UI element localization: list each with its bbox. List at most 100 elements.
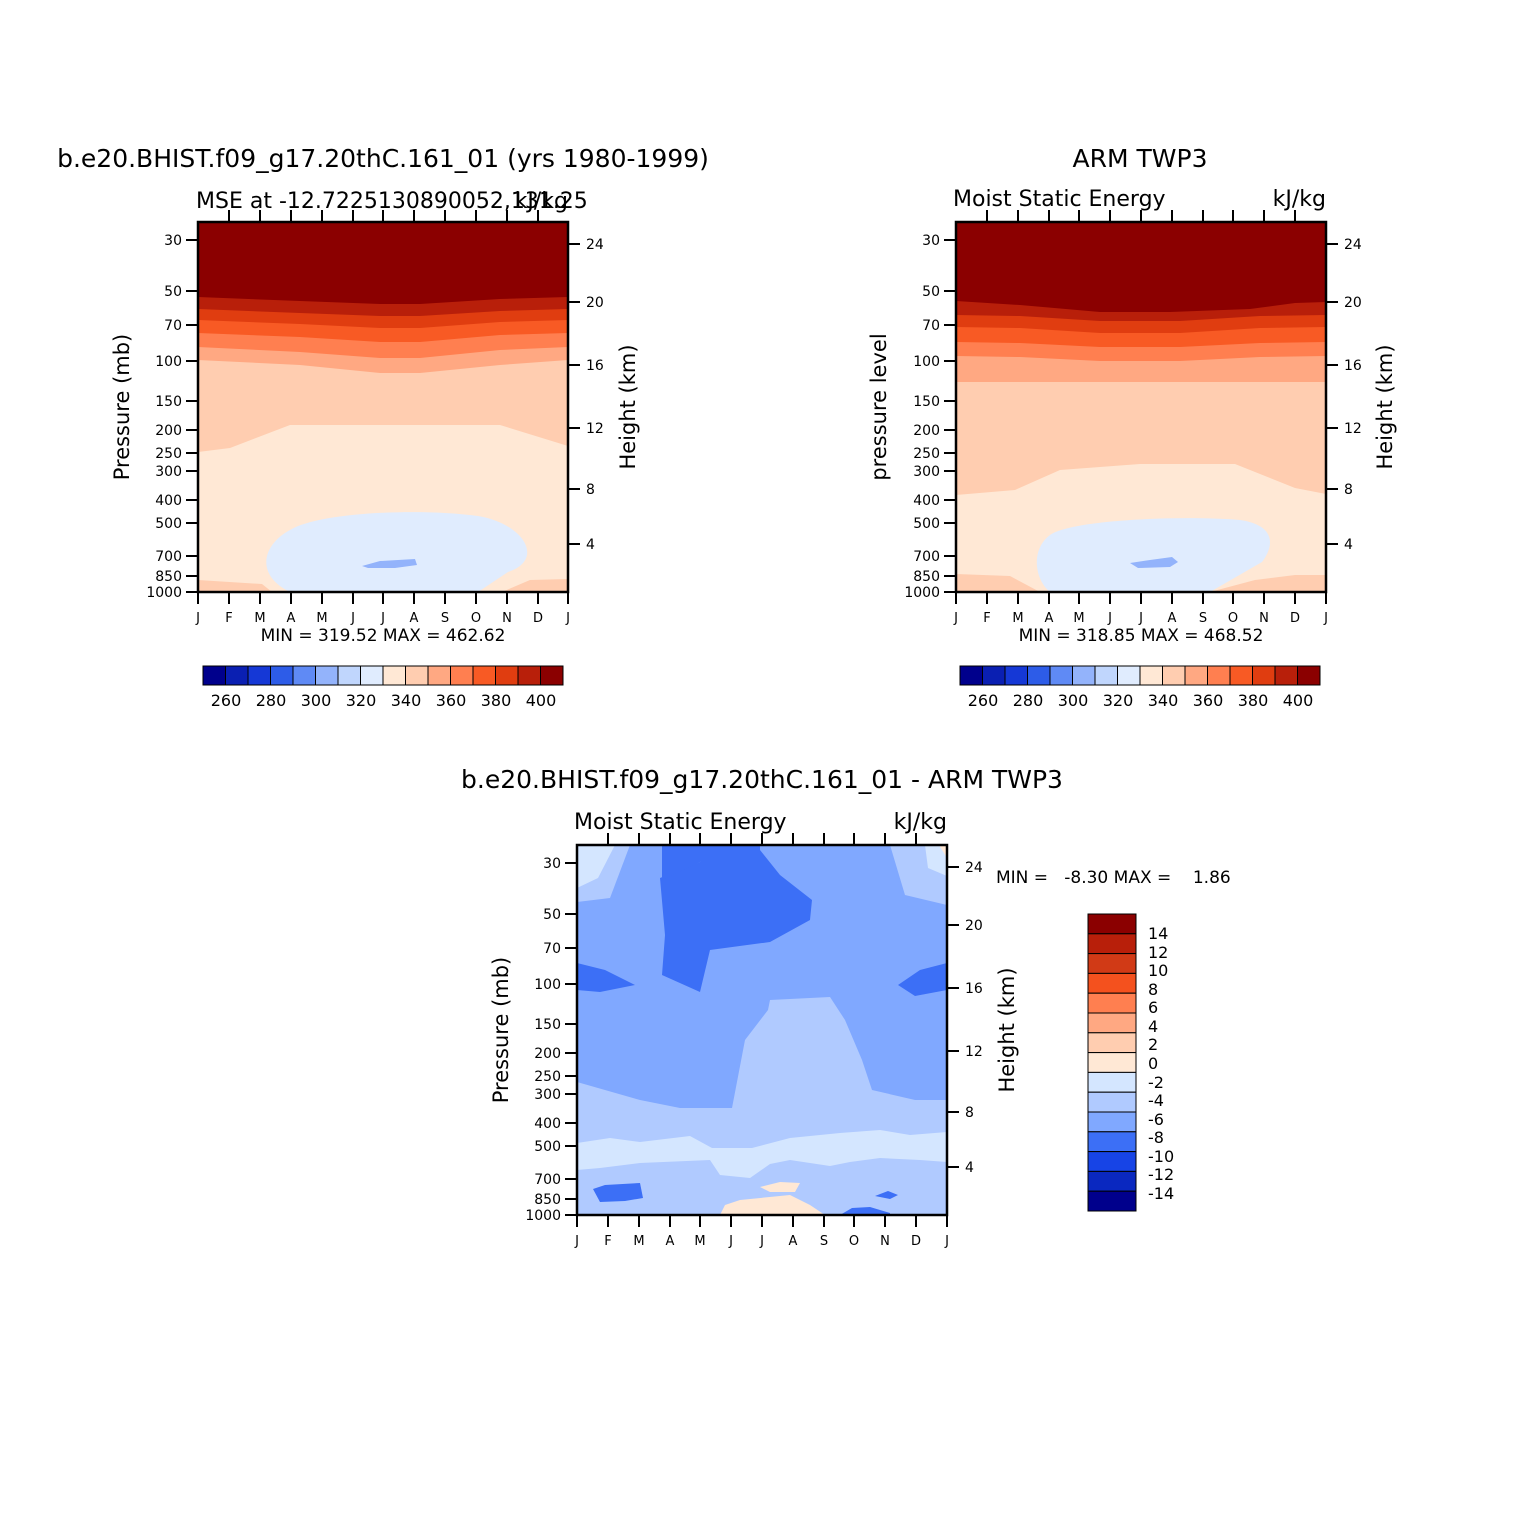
month-ticks: J F M A M J J A S O N D J (574, 833, 949, 1249)
colorbar-tick-label: 0 (1148, 1054, 1158, 1073)
colorbar-labels: 14 12 10 8 6 4 2 0 -2 -4 -6 -8 -10 -12 -… (1148, 924, 1174, 1203)
colorbar-tick-label: -14 (1148, 1184, 1174, 1203)
month-label: J (953, 611, 958, 626)
contour-field (956, 222, 1326, 592)
colorbar-swatch (1087, 1131, 1137, 1153)
panel-title: ARM TWP3 (1073, 144, 1208, 173)
colorbar-swatch (517, 665, 541, 686)
colorbar-tick-label: 300 (1058, 691, 1089, 710)
colorbar-swatch (472, 665, 496, 686)
y-tick-label: 500 (155, 516, 182, 532)
month-label: N (1259, 611, 1269, 626)
y-tick-label: 300 (534, 1087, 561, 1103)
colorbar-swatch (982, 665, 1006, 686)
colorbar-tick-label: 260 (211, 691, 242, 710)
panel-difference: b.e20.BHIST.f09_g17.20thC.161_01 - ARM T… (461, 765, 1231, 1249)
colorbar-swatch (1087, 1170, 1137, 1192)
month-label: J (944, 1234, 949, 1249)
colorbar-tick-label: 400 (1283, 691, 1314, 710)
colorbar-swatch (1139, 665, 1163, 686)
y-tick-label: 100 (155, 354, 182, 370)
y-axis-label-right: Height (km) (1373, 344, 1397, 469)
colorbar-swatch (1207, 665, 1231, 686)
colorbar-swatch (1087, 992, 1137, 1014)
y-tick-label: 200 (155, 423, 182, 439)
colorbar-tick-label: 320 (1103, 691, 1134, 710)
colorbar-tick-label: 280 (1013, 691, 1044, 710)
month-label: A (1168, 611, 1177, 626)
month-label: F (604, 1234, 611, 1249)
colorbar-labels: 260 280 300 320 340 360 380 400 (211, 691, 557, 710)
y-tick-label: 150 (155, 394, 182, 410)
colorbar-swatch (1229, 665, 1253, 686)
colorbar-swatch (1087, 1190, 1137, 1212)
colorbar-tick-label: 8 (1148, 980, 1158, 999)
y-tick-label: 200 (534, 1046, 561, 1062)
panel-right-string: kJ/kg (515, 189, 568, 214)
height-tick-label: 12 (586, 421, 604, 437)
colorbar-swatch (225, 665, 249, 686)
month-label: M (633, 1234, 644, 1249)
contour-field (198, 222, 568, 592)
colorbar-tick-label: 4 (1148, 1017, 1158, 1036)
y-tick-label: 50 (164, 284, 182, 300)
colorbar (202, 665, 564, 686)
month-label: J (574, 1234, 579, 1249)
y-tick-label: 1000 (904, 585, 940, 601)
panel-model: b.e20.BHIST.f09_g17.20thC.161_01 (yrs 19… (57, 144, 709, 710)
y-tick-label: 1000 (146, 585, 182, 601)
height-tick-label: 20 (965, 918, 983, 934)
month-label: M (1012, 611, 1023, 626)
colorbar-swatch (1087, 1012, 1137, 1034)
panel-title: b.e20.BHIST.f09_g17.20thC.161_01 - ARM T… (461, 765, 1063, 794)
colorbar-tick-label: 260 (968, 691, 999, 710)
y-axis-label: pressure level (867, 333, 891, 480)
colorbar-swatch (292, 665, 316, 686)
y-tick-label: 500 (534, 1139, 561, 1155)
month-ticks: J F M A M J J A S O N D J (953, 210, 1328, 626)
month-label: A (789, 1234, 798, 1249)
min-max-stats: MIN = 319.52 MAX = 462.62 (261, 626, 506, 646)
y-tick-label: 850 (913, 569, 940, 585)
y-tick-label: 700 (534, 1172, 561, 1188)
month-label: D (1290, 611, 1300, 626)
height-tick-label: 12 (1344, 421, 1362, 437)
y-tick-label: 100 (534, 977, 561, 993)
colorbar-tick-label: 6 (1148, 998, 1158, 1017)
month-label: J (728, 1234, 733, 1249)
month-label: O (849, 1234, 859, 1249)
height-tick-label: 24 (1344, 237, 1362, 253)
colorbar-swatch (1087, 1032, 1137, 1054)
colorbar-swatch (450, 665, 474, 686)
colorbar (959, 665, 1321, 686)
month-label: J (1138, 611, 1143, 626)
month-label: J (380, 611, 385, 626)
height-tick-label: 8 (1344, 482, 1353, 498)
colorbar-tick-label: -8 (1148, 1128, 1164, 1147)
month-label: J (759, 1234, 764, 1249)
colorbar-tick-label: 12 (1148, 943, 1168, 962)
colorbar-swatch (1094, 665, 1118, 686)
y-tick-label: 400 (155, 493, 182, 509)
colorbar-tick-label: 2 (1148, 1035, 1158, 1054)
y-tick-label: 50 (543, 907, 561, 923)
height-tick-label: 16 (965, 981, 983, 997)
y-tick-label: 70 (543, 941, 561, 957)
panel-title: b.e20.BHIST.f09_g17.20thC.161_01 (yrs 19… (57, 144, 709, 173)
colorbar-tick-label: -4 (1148, 1091, 1164, 1110)
y-axis-label-right: Height (km) (616, 344, 640, 469)
height-tick-label: 16 (586, 358, 604, 374)
month-label: O (1228, 611, 1238, 626)
month-label: N (502, 611, 512, 626)
colorbar-swatch (540, 665, 564, 686)
y-tick-label: 100 (913, 354, 940, 370)
y-tick-label: 50 (922, 284, 940, 300)
y-tick-label: 30 (164, 233, 182, 249)
month-label: J (1107, 611, 1112, 626)
colorbar-tick-label: -10 (1148, 1147, 1174, 1166)
month-label: M (1073, 611, 1084, 626)
colorbar-swatch (1087, 933, 1137, 955)
colorbar-swatch (270, 665, 294, 686)
colorbar-tick-label: 380 (1238, 691, 1269, 710)
